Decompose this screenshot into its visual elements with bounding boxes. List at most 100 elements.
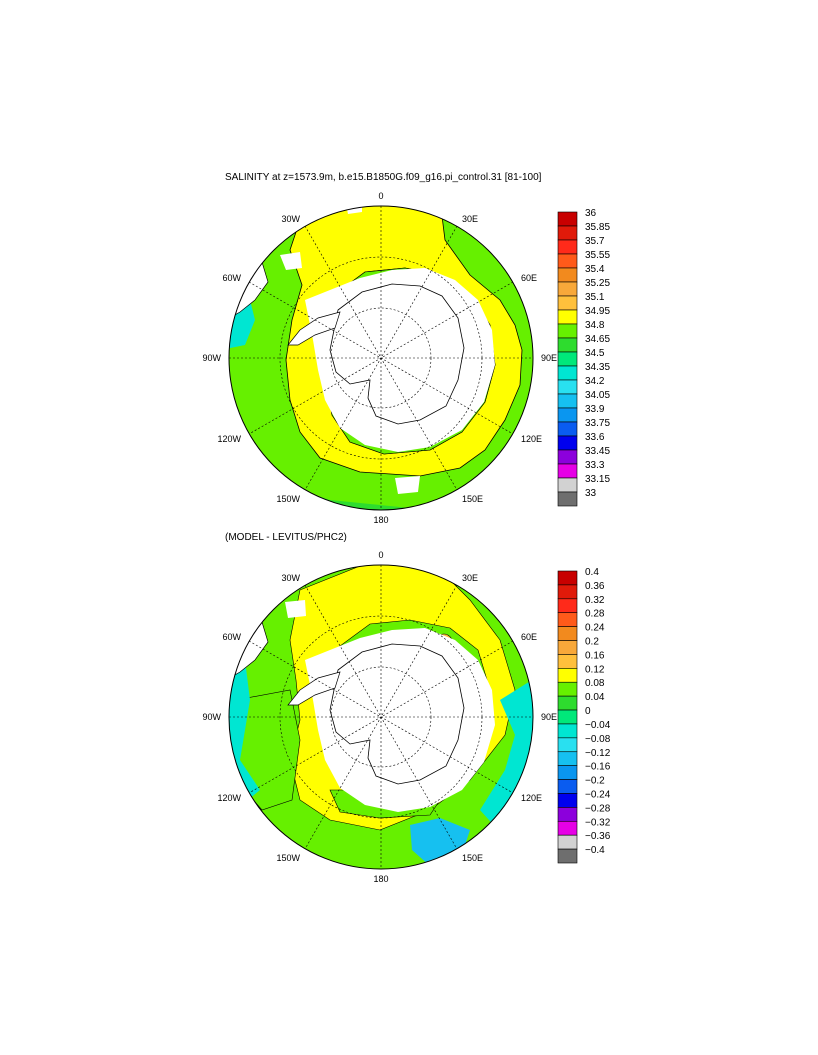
colorbar-label: 35.55 xyxy=(585,250,610,261)
colorbar-swatch xyxy=(557,807,578,822)
colorbar-label: 34.95 xyxy=(585,306,610,317)
colorbar-label: −0.04 xyxy=(585,720,611,731)
lon-label: 120W xyxy=(217,434,241,444)
lon-label: 120E xyxy=(521,793,542,803)
lon-label: 90W xyxy=(202,712,221,722)
colorbar-swatch xyxy=(557,584,578,600)
nodata-patch-3 xyxy=(395,476,420,494)
colorbar-swatch xyxy=(557,779,578,794)
colorbar-swatch xyxy=(557,681,578,697)
lon-label: 150W xyxy=(276,494,300,504)
colorbar-label: −0.24 xyxy=(585,789,611,800)
colorbar-swatch xyxy=(557,598,578,614)
colorbar-swatch xyxy=(557,407,578,423)
colorbar-label: 36 xyxy=(585,208,597,219)
colorbar-label: 0.2 xyxy=(585,637,599,648)
lon-label: 180 xyxy=(373,515,388,525)
colorbar-label: −0.16 xyxy=(585,762,611,773)
colorbar-label: 33.75 xyxy=(585,418,610,429)
lon-label: 60E xyxy=(521,632,537,642)
colorbar-label: 33.15 xyxy=(585,474,610,485)
colorbar-label: 35.4 xyxy=(585,264,605,275)
colorbar-swatch xyxy=(557,793,578,808)
colorbar-label: 0.24 xyxy=(585,623,605,634)
antarctica-mask xyxy=(305,268,495,452)
colorbar-label: 35.1 xyxy=(585,292,605,303)
colorbar-label: −0.08 xyxy=(585,734,611,745)
lon-label: 30W xyxy=(281,573,300,583)
colorbar-swatch xyxy=(557,351,578,367)
colorbar-swatch xyxy=(557,820,578,836)
colorbar-swatch xyxy=(557,695,578,711)
colorbar-swatch xyxy=(557,393,578,409)
lon-label: 30E xyxy=(462,573,478,583)
colorbar-label: 0.08 xyxy=(585,678,605,689)
colorbar-swatch xyxy=(557,834,578,850)
lon-label: 90W xyxy=(202,353,221,363)
colorbar-difference: 0.4 0.36 0.32 0.28 0.24 0.2 0.16 0.12 0.08 0.04 0 −… xyxy=(557,567,611,864)
colorbar-swatch xyxy=(557,640,578,655)
colorbar-label: 34.05 xyxy=(585,390,610,401)
colorbar-label: 0.04 xyxy=(585,692,605,703)
colorbar-swatch xyxy=(557,225,578,241)
lon-label: 150W xyxy=(276,853,300,863)
lon-label: 150E xyxy=(462,853,483,863)
colorbar-label: 0.16 xyxy=(585,650,605,661)
lon-label: 150E xyxy=(462,494,483,504)
colorbar-swatch xyxy=(557,848,578,864)
graticule-bottom xyxy=(229,565,533,869)
colorbar-swatch xyxy=(557,267,578,283)
colorbar-swatch xyxy=(557,477,578,493)
colorbar-swatch xyxy=(557,239,578,255)
colorbar-label: 35.7 xyxy=(585,236,605,247)
colorbar-swatch xyxy=(557,435,578,451)
colorbar-swatch xyxy=(557,309,578,325)
colorbar-label: 33.9 xyxy=(585,404,605,415)
lon-label: 60E xyxy=(521,273,537,283)
lon-label: 30E xyxy=(462,214,478,224)
salinity-north-strip xyxy=(300,490,460,510)
colorbar-label: 35.25 xyxy=(585,278,610,289)
lon-label: 60W xyxy=(222,632,241,642)
lon-label: 0 xyxy=(378,550,383,560)
lon-label: 90E xyxy=(541,712,557,722)
colorbar-swatch xyxy=(557,211,578,227)
lon-label: 180 xyxy=(373,874,388,884)
colorbar-label: 33.6 xyxy=(585,432,605,443)
diff-negative-east xyxy=(480,680,533,830)
colorbar-swatch xyxy=(557,570,578,586)
colorbar-label: −0.4 xyxy=(585,845,605,856)
colorbar-label: 34.35 xyxy=(585,362,610,373)
polar-map-difference: 0 30E 60E 90E 120E 150E 180 150W 120W 90… xyxy=(202,550,610,884)
map-border-top xyxy=(228,205,534,511)
colorbar-label: −0.32 xyxy=(585,817,611,828)
colorbar-label: 33.3 xyxy=(585,460,605,471)
colorbar-swatch xyxy=(557,449,578,465)
colorbar-swatch xyxy=(557,737,578,753)
lon-label: 120E xyxy=(521,434,542,444)
colorbar-label: −0.12 xyxy=(585,748,611,759)
colorbar-label: 33.45 xyxy=(585,446,610,457)
map-border-bottom xyxy=(228,564,534,870)
colorbar-swatch xyxy=(557,612,578,627)
colorbar-label: 0 xyxy=(585,706,591,717)
colorbar-label: −0.2 xyxy=(585,776,605,787)
colorbar-swatch xyxy=(557,281,578,297)
colorbar-label: 34.2 xyxy=(585,376,605,387)
colorbar-swatch xyxy=(557,323,578,339)
lon-label: 30W xyxy=(281,214,300,224)
colorbar-swatch xyxy=(557,709,578,725)
lon-label: 0 xyxy=(378,191,383,201)
map-title-difference: (MODEL - LEVITUS/PHC2) xyxy=(225,532,347,543)
colorbar-label: 0.32 xyxy=(585,595,605,606)
colorbar-label: 0.12 xyxy=(585,664,605,675)
colorbar-swatch xyxy=(557,379,578,395)
nodata-patch-2 xyxy=(280,252,302,270)
graticule-top xyxy=(229,206,533,510)
map-title-salinity: SALINITY at z=1573.9m, b.e15.B1850G.f09_… xyxy=(225,172,542,183)
antarctic-peninsula-bottom xyxy=(287,671,341,706)
colorbar-label: −0.36 xyxy=(585,831,611,842)
colorbar-swatch xyxy=(557,491,578,507)
colorbar-swatch xyxy=(557,463,578,479)
